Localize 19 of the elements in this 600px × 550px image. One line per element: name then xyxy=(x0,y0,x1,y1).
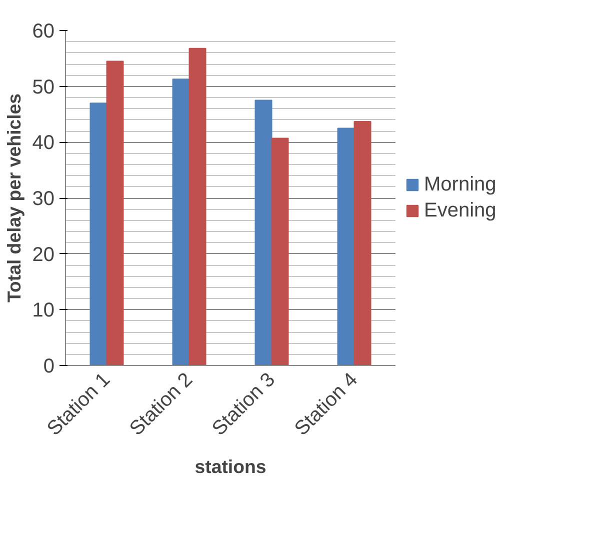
y-tick-label: 30 xyxy=(32,188,55,210)
bar xyxy=(90,102,108,366)
x-axis-title: stations xyxy=(194,456,266,477)
bar xyxy=(354,121,372,366)
bar xyxy=(188,48,206,366)
y-tick-label: 10 xyxy=(32,300,55,322)
bar xyxy=(172,78,190,366)
legend-label: Morning xyxy=(424,173,496,196)
legend-label: Evening xyxy=(424,199,496,222)
y-tick-label: 60 xyxy=(32,20,55,42)
bar xyxy=(254,100,272,366)
bar xyxy=(337,128,355,366)
bar xyxy=(106,60,124,366)
y-tick-label: 0 xyxy=(43,356,54,378)
y-tick-label: 40 xyxy=(32,132,55,154)
y-axis-title: Total delay per vehicles xyxy=(3,93,24,303)
y-tick-label: 20 xyxy=(32,244,55,266)
bar xyxy=(271,138,289,366)
y-tick-label: 50 xyxy=(32,76,55,98)
